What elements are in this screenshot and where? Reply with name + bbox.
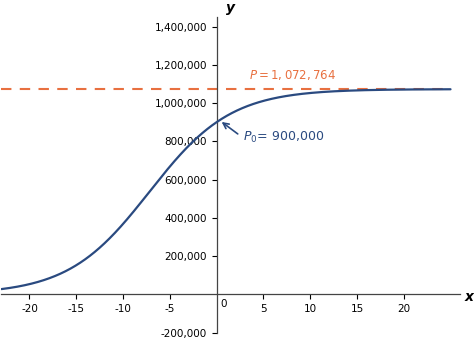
Text: $P = 1,072,764$: $P = 1,072,764$	[249, 68, 337, 82]
Text: y: y	[226, 1, 235, 15]
Text: x: x	[465, 290, 474, 304]
Text: 0: 0	[220, 299, 227, 309]
Text: $P_0\!=\!\ 900{,}000$: $P_0\!=\!\ 900{,}000$	[243, 130, 324, 146]
